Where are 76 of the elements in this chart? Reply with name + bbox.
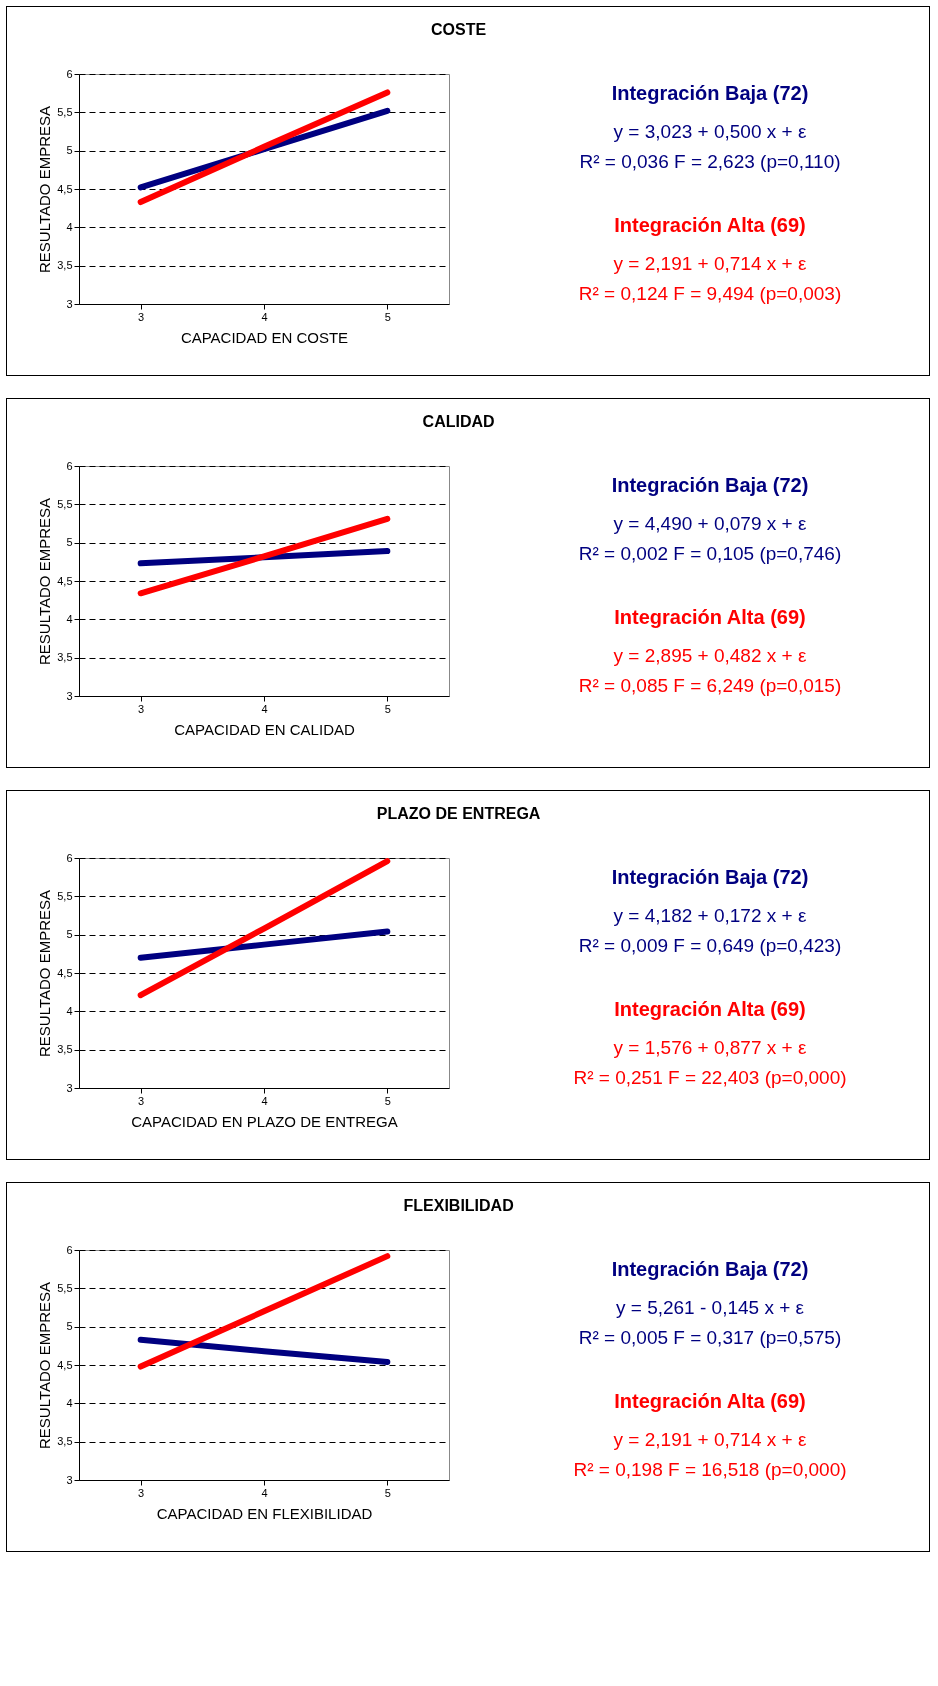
- text: y = 2,191 + 0,714 x + ε: [613, 1429, 807, 1450]
- y-tick-label: 6: [66, 851, 73, 864]
- x-axis-title: CAPACIDAD EN COSTE: [180, 328, 349, 346]
- x-tick-label: 5: [384, 1094, 391, 1107]
- y-tick-label: 3,5: [57, 259, 73, 272]
- y-tick-label: 5,5: [57, 497, 73, 510]
- text: Integración Alta (69): [614, 1390, 806, 1412]
- y-tick-label: 4: [66, 612, 73, 625]
- text: Integración Baja (72): [611, 82, 809, 104]
- y-tick-label: 4: [66, 220, 73, 233]
- y-tick-label: 5,5: [57, 105, 73, 118]
- chart-title: FLEXIBILIDAD: [403, 1196, 514, 1214]
- text: y = 3,023 + 0,500 x + ε: [613, 121, 807, 142]
- x-tick-label: 5: [384, 1486, 391, 1499]
- x-tick-label: 4: [261, 1486, 268, 1499]
- x-tick-label: 4: [261, 1094, 268, 1107]
- x-tick-label: 3: [138, 702, 145, 715]
- y-tick-label: 5: [66, 1320, 73, 1333]
- x-tick-label: 5: [384, 702, 391, 715]
- y-tick-label: 5,5: [57, 1281, 73, 1294]
- y-tick-label: 3: [66, 297, 73, 310]
- y-axis-title: RESULTADO EMPRESA: [36, 106, 54, 273]
- x-tick-label: 3: [138, 310, 145, 323]
- x-axis-title: CAPACIDAD EN FLEXIBILIDAD: [156, 1504, 373, 1522]
- y-tick-label: 3,5: [57, 1435, 73, 1448]
- text: y = 4,182 + 0,172 x + ε: [613, 905, 807, 926]
- y-tick-label: 4: [66, 1004, 73, 1017]
- y-tick-label: 3,5: [57, 651, 73, 664]
- x-tick-label: 4: [261, 310, 268, 323]
- y-tick-label: 3: [66, 689, 73, 702]
- text: Integración Alta (69): [614, 606, 806, 628]
- text: R² = 0,005 F = 0,317 (p=0,575): [578, 1327, 842, 1348]
- text: Integración Alta (69): [614, 998, 806, 1020]
- y-tick-label: 4,5: [57, 966, 73, 979]
- y-axis-title: RESULTADO EMPRESA: [36, 890, 54, 1057]
- y-tick-label: 4,5: [57, 574, 73, 587]
- chart-title: COSTE: [431, 20, 487, 38]
- text: R² = 0,251 F = 22,403 (p=0,000): [573, 1067, 847, 1088]
- y-tick-label: 6: [66, 459, 73, 472]
- text: y = 2,895 + 0,482 x + ε: [613, 645, 807, 666]
- text: y = 1,576 + 0,877 x + ε: [613, 1037, 807, 1058]
- text: Integración Baja (72): [611, 1258, 809, 1280]
- y-tick-label: 4,5: [57, 1358, 73, 1371]
- x-tick-label: 4: [261, 702, 268, 715]
- text: Integración Baja (72): [611, 474, 809, 496]
- text: R² = 0,124 F = 9,494 (p=0,003): [578, 283, 842, 304]
- y-axis-title: RESULTADO EMPRESA: [36, 1282, 54, 1449]
- text: R² = 0,036 F = 2,623 (p=0,110): [579, 151, 841, 172]
- y-tick-label: 6: [66, 67, 73, 80]
- chart-title: PLAZO DE ENTREGA: [376, 804, 541, 822]
- x-tick-label: 3: [138, 1486, 145, 1499]
- text: y = 4,490 + 0,079 x + ε: [613, 513, 807, 534]
- y-tick-label: 3: [66, 1081, 73, 1094]
- x-tick-label: 5: [384, 310, 391, 323]
- text: y = 5,261 - 0,145 x + ε: [615, 1297, 805, 1318]
- text: R² = 0,085 F = 6,249 (p=0,015): [578, 675, 842, 696]
- text: y = 2,191 + 0,714 x + ε: [613, 253, 807, 274]
- text: Integración Baja (72): [611, 866, 809, 888]
- text: R² = 0,009 F = 0,649 (p=0,423): [578, 935, 842, 956]
- y-tick-label: 5: [66, 144, 73, 157]
- y-tick-label: 4,5: [57, 182, 73, 195]
- y-axis-title: RESULTADO EMPRESA: [36, 498, 54, 665]
- y-tick-label: 5: [66, 928, 73, 941]
- chart-title: CALIDAD: [422, 412, 495, 430]
- y-tick-label: 6: [66, 1243, 73, 1256]
- x-axis-title: CAPACIDAD EN CALIDAD: [174, 720, 355, 738]
- y-tick-label: 3: [66, 1473, 73, 1486]
- text: R² = 0,002 F = 0,105 (p=0,746): [578, 543, 842, 564]
- y-tick-label: 3,5: [57, 1043, 73, 1056]
- y-tick-label: 4: [66, 1396, 73, 1409]
- text: R² = 0,198 F = 16,518 (p=0,000): [573, 1459, 847, 1480]
- y-tick-label: 5,5: [57, 889, 73, 902]
- text: Integración Alta (69): [614, 214, 806, 236]
- x-axis-title: CAPACIDAD EN PLAZO DE ENTREGA: [131, 1112, 398, 1130]
- x-tick-label: 3: [138, 1094, 145, 1107]
- y-tick-label: 5: [66, 536, 73, 549]
